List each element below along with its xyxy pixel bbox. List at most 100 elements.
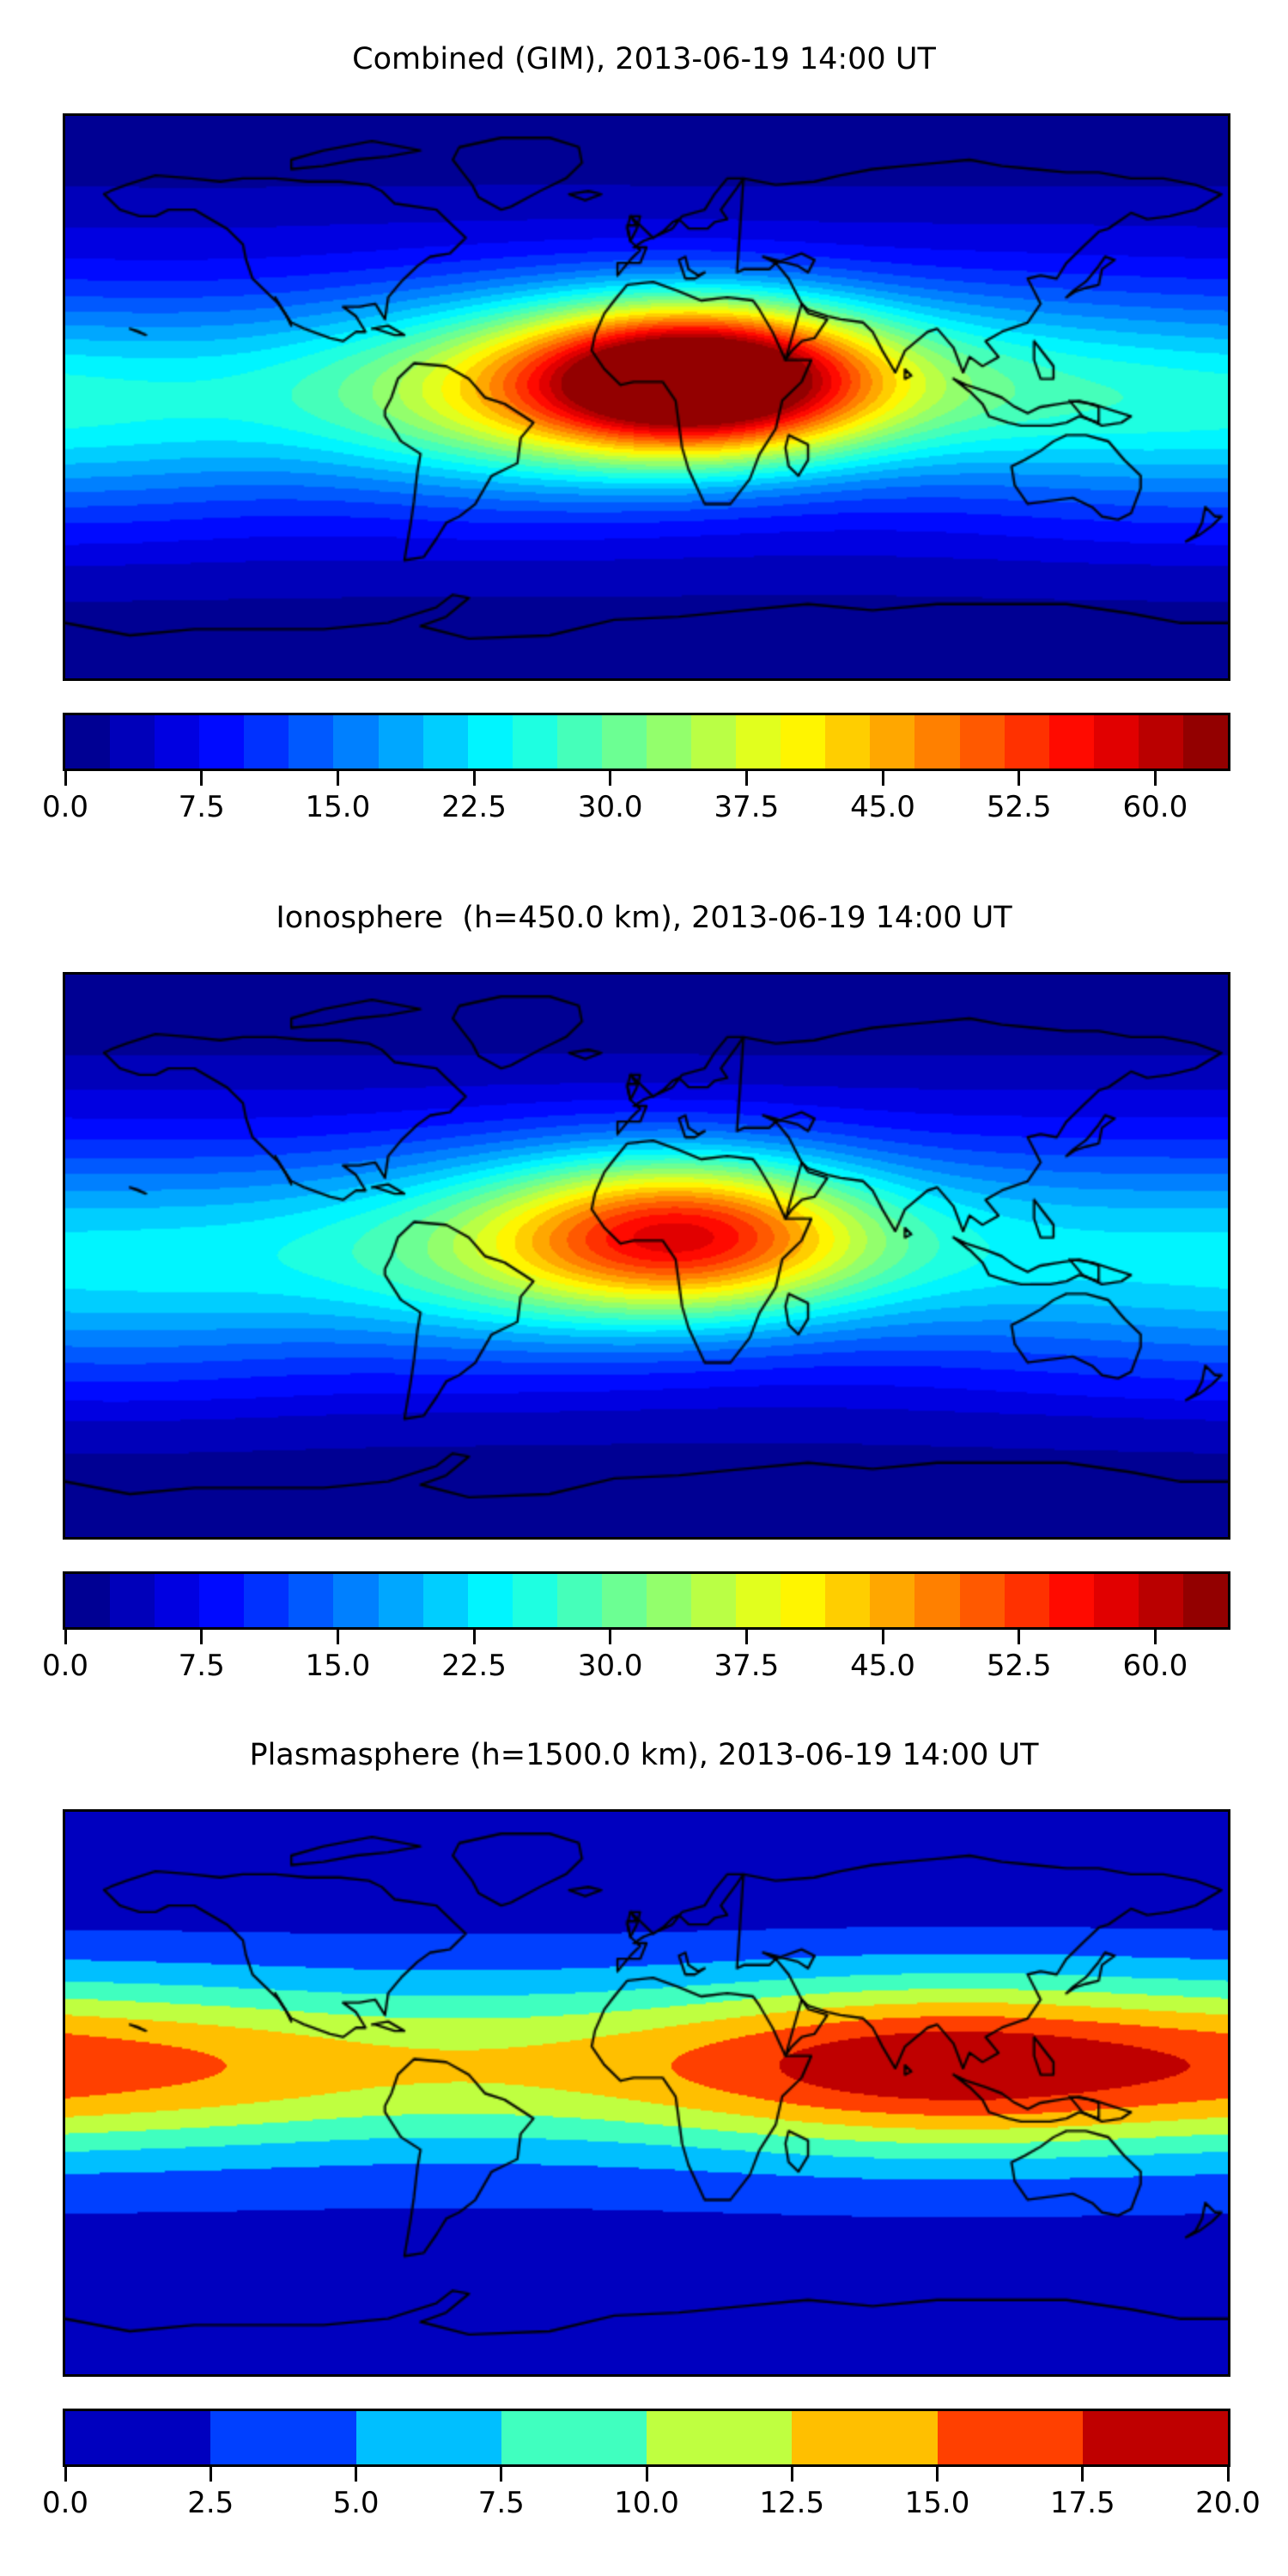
colorbar-ticks-ionosphere xyxy=(63,1630,1230,1649)
colorbar-tick xyxy=(64,1630,67,1644)
colorbar-band xyxy=(1048,1574,1094,1627)
panel-ionosphere-map xyxy=(63,972,1230,1540)
colorbar-band xyxy=(647,1574,692,1627)
colorbar-tick-label: 52.5 xyxy=(986,790,1052,824)
colorbar-tick-label: 30.0 xyxy=(577,790,643,824)
colorbar-tick xyxy=(609,1630,612,1644)
colorbar-tick-label: 7.5 xyxy=(477,2486,525,2520)
panel-ionosphere-map-canvas xyxy=(65,975,1228,1537)
colorbar-band xyxy=(289,1574,334,1627)
colorbar-tick-label: 37.5 xyxy=(714,790,780,824)
colorbar-tick xyxy=(609,771,612,786)
colorbar-band xyxy=(199,1574,245,1627)
colorbar-band xyxy=(1182,715,1228,769)
colorbar-band xyxy=(65,1574,111,1627)
colorbar-band xyxy=(1138,1574,1183,1627)
colorbar-band xyxy=(1138,715,1183,769)
colorbar-tick xyxy=(355,2467,357,2482)
colorbar-tick-label: 30.0 xyxy=(577,1649,643,1683)
colorbar-tick xyxy=(1153,771,1157,786)
colorbar-band xyxy=(736,715,781,769)
colorbar-tick-label: 17.5 xyxy=(1049,2486,1115,2520)
colorbar-tick-label: 15.0 xyxy=(305,790,371,824)
colorbar-band xyxy=(691,715,737,769)
colorbar-band xyxy=(1004,715,1049,769)
colorbar-band xyxy=(422,715,468,769)
colorbar-band xyxy=(501,2411,647,2464)
colorbar-band xyxy=(155,715,200,769)
colorbar-band xyxy=(378,715,423,769)
colorbar-band xyxy=(1093,1574,1139,1627)
colorbar-tick xyxy=(1018,771,1021,786)
colorbar-tick xyxy=(790,2467,793,2482)
colorbar-band xyxy=(647,715,692,769)
colorbar-band xyxy=(825,1574,871,1627)
colorbar-band xyxy=(959,1574,1005,1627)
panel-combined-title: Combined (GIM), 2013-06-19 14:00 UT xyxy=(352,42,936,76)
colorbar-tick xyxy=(209,2467,212,2482)
colorbar-tick xyxy=(881,771,884,786)
colorbar-tick xyxy=(472,1630,476,1644)
colorbar-tick xyxy=(200,1630,204,1644)
colorbar-band xyxy=(914,715,960,769)
panel-plasmasphere-map xyxy=(63,1809,1230,2377)
colorbar-tick xyxy=(881,1630,884,1644)
colorbar-tick-label: 22.5 xyxy=(441,1649,507,1683)
colorbar-tick xyxy=(1226,2467,1230,2482)
colorbar-tick-label: 22.5 xyxy=(441,790,507,824)
colorbar-band xyxy=(1004,1574,1049,1627)
colorbar-tick-label: 45.0 xyxy=(850,790,915,824)
colorbar-band xyxy=(512,715,557,769)
colorbar-band xyxy=(244,715,289,769)
colorbar-band xyxy=(110,715,155,769)
colorbar-tick-label: 15.0 xyxy=(904,2486,970,2520)
colorbar-gradient-plasmasphere xyxy=(63,2409,1230,2467)
colorbar-band xyxy=(736,1574,781,1627)
panel-plasmasphere-colorbar: 0.0 2.5 5.0 7.5 10.0 12.5 15.0 17.5 20.0 xyxy=(42,2409,1261,2524)
colorbar-band xyxy=(155,1574,200,1627)
colorbar-band xyxy=(781,715,826,769)
colorbar-band xyxy=(355,2411,501,2464)
colorbar-band xyxy=(556,715,602,769)
colorbar-band xyxy=(647,2411,793,2464)
colorbar-band xyxy=(691,1574,737,1627)
colorbar-band xyxy=(378,1574,423,1627)
panel-ionosphere-title: Ionosphere (h=450.0 km), 2013-06-19 14:0… xyxy=(276,901,1012,935)
colorbar-tick-label: 37.5 xyxy=(714,1649,780,1683)
colorbar-tick-label: 7.5 xyxy=(178,790,225,824)
panel-combined-colorbar: 0.0 7.5 15.0 22.5 30.0 37.5 45.0 52.5 60.0 xyxy=(42,713,1230,828)
colorbar-tick-label: 15.0 xyxy=(305,1649,371,1683)
panel-ionosphere-colorbar: 0.0 7.5 15.0 22.5 30.0 37.5 45.0 52.5 60.0 xyxy=(42,1571,1230,1686)
panel-plasmasphere-title: Plasmasphere (h=1500.0 km), 2013-06-19 1… xyxy=(249,1738,1039,1772)
colorbar-tick-label: 0.0 xyxy=(41,1649,89,1683)
colorbar-tick xyxy=(1081,2467,1084,2482)
panel-combined-map xyxy=(63,113,1230,681)
colorbar-tick-label: 5.0 xyxy=(332,2486,380,2520)
colorbar-tick-label: 0.0 xyxy=(41,790,89,824)
colorbar-band xyxy=(601,1574,647,1627)
colorbar-tick xyxy=(64,2467,67,2482)
colorbar-tick xyxy=(645,2467,648,2482)
colorbar-band xyxy=(1093,715,1139,769)
colorbar-tick xyxy=(1153,1630,1157,1644)
colorbar-ticks-combined xyxy=(63,771,1230,790)
colorbar-band xyxy=(333,715,379,769)
colorbar-ticks-plasmasphere xyxy=(63,2467,1230,2486)
colorbar-tick xyxy=(500,2467,503,2482)
colorbar-band xyxy=(825,715,871,769)
colorbar-tick xyxy=(336,771,339,786)
colorbar-band xyxy=(937,2411,1083,2464)
colorbar-tick xyxy=(1018,1630,1021,1644)
colorbar-tick xyxy=(200,771,204,786)
colorbar-band xyxy=(244,1574,289,1627)
colorbar-tick-label: 7.5 xyxy=(178,1649,225,1683)
colorbar-tick xyxy=(744,1630,748,1644)
colorbar-band xyxy=(467,1574,513,1627)
colorbar-band xyxy=(199,715,245,769)
colorbar-tick-label: 2.5 xyxy=(187,2486,234,2520)
colorbar-tick-label: 52.5 xyxy=(986,1649,1052,1683)
colorbar-band xyxy=(870,1574,915,1627)
colorbar-tick-label: 0.0 xyxy=(41,2486,89,2520)
colorbar-tick xyxy=(744,771,748,786)
colorbar-gradient-combined xyxy=(63,713,1230,771)
